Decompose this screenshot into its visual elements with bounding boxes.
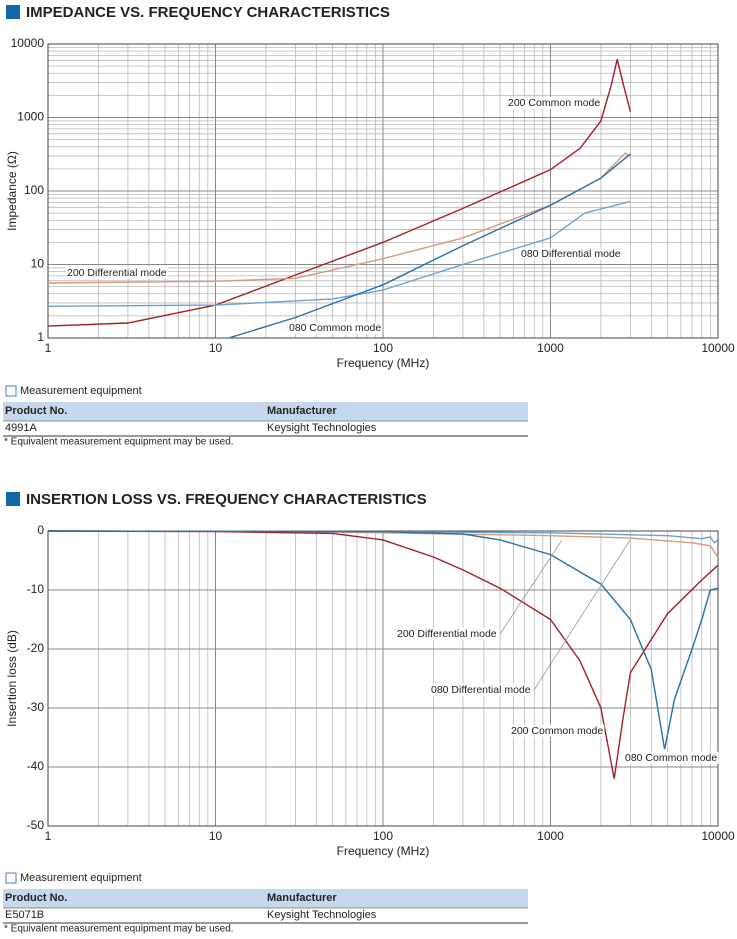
table-cell: Keysight Technologies bbox=[267, 422, 377, 434]
y-tick-label: 1 bbox=[37, 330, 44, 344]
section-title: IMPEDANCE VS. FREQUENCY CHARACTERISTICS bbox=[26, 4, 390, 21]
y-axis-label: Impedance (Ω) bbox=[5, 151, 19, 231]
equipment-label: Measurement equipment bbox=[20, 385, 142, 397]
y-tick-label: -20 bbox=[27, 641, 45, 655]
table-header-bg bbox=[3, 889, 528, 908]
section-title: INSERTION LOSS VS. FREQUENCY CHARACTERIS… bbox=[26, 491, 427, 508]
table-header: Manufacturer bbox=[267, 892, 337, 904]
series-label: 080 Differential mode bbox=[431, 684, 531, 696]
series-label: 200 Common mode bbox=[508, 97, 600, 109]
label-background bbox=[520, 247, 622, 260]
label-background bbox=[624, 751, 719, 764]
y-tick-label: -30 bbox=[27, 700, 45, 714]
x-tick-label: 10 bbox=[209, 341, 223, 355]
label-background bbox=[396, 627, 498, 640]
series-label: 080 Differential mode bbox=[521, 248, 621, 260]
y-tick-label: -50 bbox=[27, 818, 45, 832]
x-axis-label: Frequency (MHz) bbox=[337, 844, 430, 858]
x-tick-label: 1000 bbox=[537, 829, 564, 843]
label-background bbox=[510, 724, 605, 737]
y-tick-label: 1000 bbox=[17, 110, 44, 124]
x-tick-label: 1000 bbox=[537, 341, 564, 355]
x-tick-label: 1 bbox=[45, 829, 52, 843]
x-tick-label: 10000 bbox=[701, 829, 735, 843]
series-label: 080 Common mode bbox=[289, 322, 381, 334]
series-label: 200 Differential mode bbox=[67, 267, 167, 279]
table-note: * Equivalent measurement equipment may b… bbox=[4, 437, 234, 448]
label-background bbox=[288, 321, 383, 334]
leader-line bbox=[533, 539, 631, 691]
series-line bbox=[47, 530, 719, 750]
table-note: * Equivalent measurement equipment may b… bbox=[4, 924, 234, 935]
y-tick-label: 10 bbox=[31, 257, 45, 271]
x-axis-label: Frequency (MHz) bbox=[337, 356, 430, 370]
series-line bbox=[47, 151, 631, 284]
series-label: 080 Common mode bbox=[625, 752, 717, 764]
label-background bbox=[430, 683, 532, 696]
leader-line bbox=[499, 539, 563, 635]
title-icon bbox=[6, 492, 20, 506]
table-header: Product No. bbox=[5, 405, 67, 417]
title-icon bbox=[6, 5, 20, 19]
table-header: Product No. bbox=[5, 892, 67, 904]
y-tick-label: 10000 bbox=[11, 36, 45, 50]
table-cell: E5071B bbox=[5, 909, 44, 921]
table-header: Manufacturer bbox=[267, 405, 337, 417]
equipment-label: Measurement equipment bbox=[20, 872, 142, 884]
checkbox-icon bbox=[5, 385, 17, 397]
x-tick-label: 10 bbox=[209, 829, 223, 843]
x-tick-label: 100 bbox=[373, 829, 393, 843]
series-line bbox=[47, 530, 719, 779]
y-axis-label: Insertion loss (dB) bbox=[5, 630, 19, 727]
checkbox-icon bbox=[5, 872, 17, 884]
y-tick-label: -40 bbox=[27, 759, 45, 773]
label-background bbox=[507, 96, 602, 109]
series-label: 200 Differential mode bbox=[397, 628, 497, 640]
y-tick-label: 0 bbox=[37, 523, 44, 537]
series-line bbox=[228, 153, 631, 339]
table-cell: Keysight Technologies bbox=[267, 909, 377, 921]
table-cell: 4991A bbox=[5, 422, 37, 434]
y-tick-label: -10 bbox=[27, 582, 45, 596]
table-header-bg bbox=[3, 402, 528, 421]
series-line bbox=[47, 200, 631, 307]
x-tick-label: 1 bbox=[45, 341, 52, 355]
plot-frame bbox=[47, 43, 719, 339]
y-tick-label: 100 bbox=[24, 183, 44, 197]
label-background bbox=[66, 266, 168, 279]
x-tick-label: 10000 bbox=[701, 341, 735, 355]
x-tick-label: 100 bbox=[373, 341, 393, 355]
series-label: 200 Common mode bbox=[511, 725, 603, 737]
